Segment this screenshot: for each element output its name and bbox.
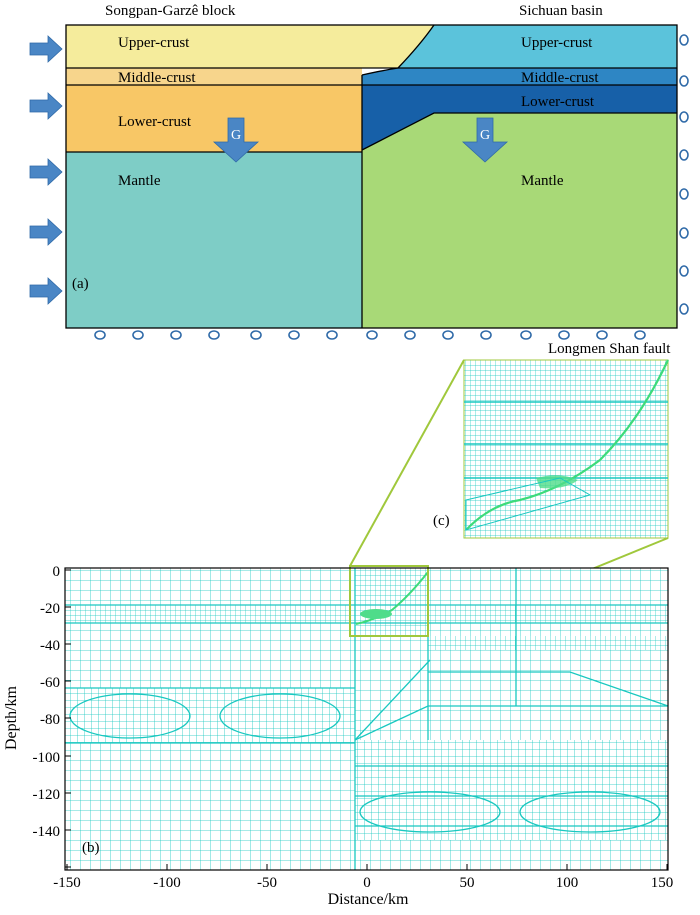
y-tick-label: -60 <box>40 675 60 691</box>
roller-icon <box>208 330 220 340</box>
y-tick-label: -100 <box>33 750 61 766</box>
x-tick-label: -50 <box>257 875 277 891</box>
y-tick-label: -80 <box>40 712 60 728</box>
x-tick-label: 0 <box>363 875 371 891</box>
main-fault-trace <box>355 571 429 625</box>
roller-icon <box>170 330 182 340</box>
fault-label: Longmen Shan fault <box>548 341 671 357</box>
y-tick-labels: 0 -20 -40 -60 -80 -100 -120 -140 <box>33 564 61 840</box>
roller-icon <box>404 330 416 340</box>
mesh-fault-block <box>355 568 428 636</box>
x-tick-label: 50 <box>460 875 475 891</box>
right-arrow-icon <box>29 35 63 63</box>
gravity-arrow-right: G <box>461 117 509 163</box>
mesh-band-left-mantle <box>65 688 355 743</box>
right-mantle <box>362 113 677 328</box>
left-upper-crust <box>66 25 362 68</box>
roller-icon <box>366 330 378 340</box>
y-axis-label: Depth/km <box>3 685 20 750</box>
left-mantle <box>66 152 362 328</box>
y-tick-label: -140 <box>33 824 61 840</box>
right-upper-crust <box>398 25 677 68</box>
roller-icon <box>596 330 608 340</box>
panel-b: 0 -20 -40 -60 -80 -100 -120 -140 -150 -1… <box>3 564 673 908</box>
roller-supports <box>94 34 689 340</box>
gravity-label-left: G <box>231 128 241 143</box>
roller-icon <box>679 34 689 46</box>
down-arrow-icon <box>461 117 509 163</box>
y-tick-label: -20 <box>40 601 60 617</box>
fault-zone <box>536 475 578 489</box>
roller-icon <box>94 330 106 340</box>
title-songpan: Songpan-Garzê block <box>105 3 236 19</box>
x-tick-label: -150 <box>53 875 81 891</box>
panel-c: Longmen Shan fault (c) <box>433 341 671 539</box>
label-left-mantle: Mantle <box>118 173 161 189</box>
fault-trace <box>465 359 669 531</box>
right-middle-crust <box>362 68 677 85</box>
roller-icon <box>679 265 689 277</box>
roller-icon <box>250 330 262 340</box>
y-tick-label: 0 <box>53 564 61 580</box>
y-tick-marks <box>65 569 71 868</box>
y-tick-label: -120 <box>33 787 61 803</box>
roller-icon <box>679 111 689 123</box>
roller-icon <box>679 227 689 239</box>
label-right-lower-crust: Lower-crust <box>521 94 595 110</box>
roller-icon <box>480 330 492 340</box>
panel-a-label: (a) <box>72 276 89 292</box>
fault-wedge <box>465 477 592 531</box>
panel-a: Songpan-Garzê block Sichuan basin Upper-… <box>29 3 689 340</box>
right-arrow-icon <box>29 92 63 120</box>
right-arrow-icon <box>29 158 63 186</box>
inset-mesh <box>463 359 669 539</box>
roller-icon <box>326 330 338 340</box>
label-right-mantle: Mantle <box>521 173 564 189</box>
x-tick-labels: -150 -100 -50 0 50 100 150 <box>53 875 673 891</box>
zoom-box <box>349 565 429 637</box>
roller-icon <box>679 188 689 200</box>
label-left-upper-crust: Upper-crust <box>118 35 190 51</box>
x-tick-label: 150 <box>651 875 674 891</box>
push-arrows <box>29 35 63 305</box>
roller-icon <box>679 303 689 315</box>
gravity-label-right: G <box>480 128 490 143</box>
mesh-structure-lines <box>65 568 669 870</box>
left-upper-crust-extension <box>362 25 434 68</box>
main-fault-zone <box>360 609 392 619</box>
mesh-band-right-mantle <box>355 740 668 840</box>
title-sichuan: Sichuan basin <box>519 3 603 19</box>
roller-icon <box>558 330 570 340</box>
x-tick-label: 100 <box>556 875 579 891</box>
roller-icon <box>679 75 689 87</box>
right-arrow-icon <box>29 218 63 246</box>
label-right-upper-crust: Upper-crust <box>521 35 593 51</box>
roller-icon <box>442 330 454 340</box>
roller-icon <box>288 330 300 340</box>
x-axis-label: Distance/km <box>328 891 409 908</box>
label-left-lower-crust: Lower-crust <box>118 114 192 130</box>
panel-c-label: (c) <box>433 513 450 529</box>
y-tick-label: -40 <box>40 638 60 654</box>
label-right-middle-crust: Middle-crust <box>521 70 599 86</box>
down-arrow-icon <box>212 117 260 163</box>
roller-icon <box>634 330 646 340</box>
right-arrow-icon <box>29 277 63 305</box>
mesh-band-right <box>428 636 668 650</box>
left-middle-crust <box>66 68 362 85</box>
panel-b-label: (b) <box>82 840 100 856</box>
roller-icon <box>679 149 689 161</box>
roller-icon <box>132 330 144 340</box>
roller-icon <box>520 330 532 340</box>
label-left-middle-crust: Middle-crust <box>118 70 196 86</box>
right-lower-crust <box>362 85 677 150</box>
x-tick-marks <box>66 864 668 870</box>
gravity-arrow-left: G <box>212 117 260 163</box>
layer-boundaries <box>65 24 678 329</box>
left-lower-crust <box>66 85 362 152</box>
x-tick-label: -100 <box>153 875 181 891</box>
